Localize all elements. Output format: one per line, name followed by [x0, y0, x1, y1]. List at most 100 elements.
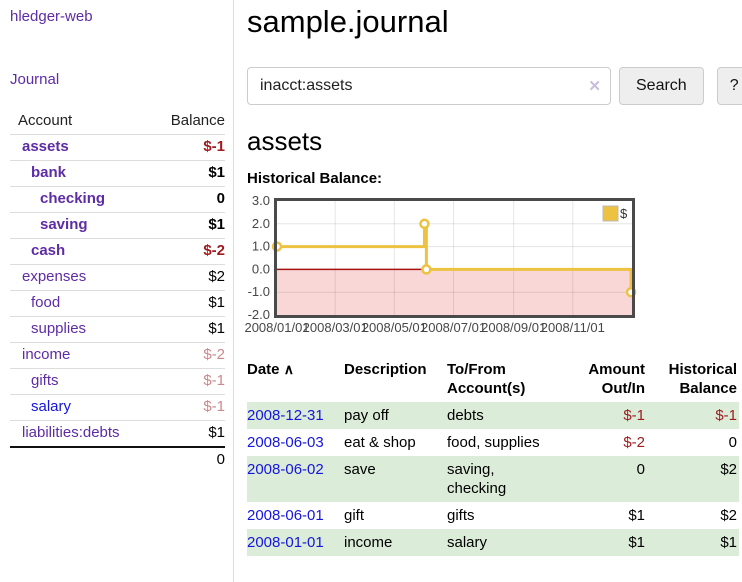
svg-text:2008/07/01: 2008/07/01 [421, 320, 486, 335]
help-button[interactable]: ? [716, 67, 742, 105]
register-balance-cell: $2 [720, 461, 737, 478]
svg-text:2008/05/01: 2008/05/01 [362, 320, 427, 335]
account-balance: $1 [153, 420, 225, 447]
account-balance: $-2 [153, 342, 225, 369]
register-header-row: Date ∧ Description To/From Account(s) Am… [247, 356, 739, 402]
register-date-cell: 2008-12-31 [247, 402, 344, 429]
register-balance-cell: 0 [728, 434, 737, 451]
account-row: gifts $-1 [10, 368, 225, 395]
account-row: expenses $2 [10, 264, 225, 291]
account-balance: $1 [153, 290, 225, 317]
register-row: 2008-01-01 income salary $1 $1 [247, 529, 739, 556]
sidebar: hledger-web Journal Account Balance asse… [0, 0, 234, 582]
svg-text:-2.0: -2.0 [248, 307, 270, 322]
sort-ascending-icon: ∧ [283, 361, 294, 377]
register-date-cell: 2008-06-01 [247, 502, 344, 529]
svg-text:$: $ [620, 206, 628, 221]
register-amount-cell: $-1 [623, 407, 645, 424]
account-row: liabilities:debts $1 [10, 420, 225, 447]
account-row: income $-2 [10, 342, 225, 369]
account-balance: $1 [153, 212, 225, 239]
account-balance: $-1 [153, 134, 225, 161]
sidebar-account-checking[interactable]: checking [40, 190, 106, 207]
account-balance: $-2 [153, 238, 225, 265]
register-accounts-cell: saving, checking [447, 461, 507, 497]
svg-text:3.0: 3.0 [252, 193, 270, 208]
register-amount-cell: $-2 [623, 434, 645, 451]
sidebar-account-liabilities-debts[interactable]: liabilities:debts [22, 424, 120, 441]
account-balance: $-1 [153, 394, 225, 421]
account-row: bank $1 [10, 160, 225, 187]
page-title: sample.journal [247, 4, 449, 39]
sidebar-item-journal[interactable]: Journal [10, 71, 60, 88]
account-balance: $2 [153, 264, 225, 291]
svg-text:2008/01/01: 2008/01/01 [244, 320, 309, 335]
svg-text:2008/11/01: 2008/11/01 [541, 320, 605, 335]
search-box: ✕ [247, 67, 611, 105]
svg-text:-1.0: -1.0 [248, 284, 270, 299]
account-name-cell: bank [10, 160, 154, 187]
accounts-total-spacer [10, 446, 154, 473]
register-header-amount: Amount Out/In [588, 361, 645, 397]
clear-search-icon[interactable]: ✕ [588, 78, 601, 95]
account-name-cell: expenses [10, 264, 154, 291]
brand-link[interactable]: hledger-web [10, 8, 93, 25]
register-description-cell: pay off [344, 407, 389, 424]
register-date-link[interactable]: 2008-06-01 [247, 507, 324, 524]
sidebar-account-gifts[interactable]: gifts [31, 372, 59, 389]
account-name-cell: gifts [10, 368, 154, 395]
register-header-date: Date ∧ [247, 356, 344, 402]
sidebar-account-income[interactable]: income [22, 346, 71, 363]
sidebar-account-food[interactable]: food [31, 294, 61, 311]
account-row: supplies $1 [10, 316, 225, 343]
account-balance: $-1 [153, 368, 225, 395]
svg-text:1.0: 1.0 [252, 239, 270, 254]
sidebar-account-saving[interactable]: saving [40, 216, 88, 233]
register-accounts-cell: salary [447, 534, 488, 551]
sort-by-date-link[interactable]: Date ∧ [247, 361, 294, 378]
account-name-cell: supplies [10, 316, 154, 343]
register-amount-cell: $1 [628, 507, 645, 524]
register-date-link[interactable]: 2008-06-02 [247, 461, 324, 478]
accounts-header-account: Account [10, 109, 154, 135]
register-balance-cell: $1 [720, 534, 737, 551]
account-row: cash $-2 [10, 238, 225, 265]
register-date-link[interactable]: 2008-12-31 [247, 407, 324, 424]
sidebar-account-supplies[interactable]: supplies [31, 320, 87, 337]
account-name-cell: saving [10, 212, 154, 239]
register-row: 2008-06-01 gift gifts $1 $2 [247, 502, 739, 529]
register-date-link[interactable]: 2008-06-03 [247, 434, 324, 451]
sidebar-account-cash[interactable]: cash [31, 242, 66, 259]
main-content: sample.journal ✕ Search ? assets Histori… [234, 0, 742, 582]
account-row: saving $1 [10, 212, 225, 239]
search-form: ✕ Search ? [247, 67, 742, 105]
search-button[interactable]: Search [619, 67, 704, 105]
register-amount-cell: $1 [628, 534, 645, 551]
register-row: 2008-06-02 save saving, checking 0 $2 [247, 456, 739, 502]
account-row: assets $-1 [10, 134, 225, 161]
sidebar-account-assets[interactable]: assets [22, 138, 69, 155]
sidebar-account-salary[interactable]: salary [31, 398, 72, 415]
search-input[interactable] [247, 67, 611, 105]
register-date-link[interactable]: 2008-01-01 [247, 534, 324, 551]
account-name-cell: liabilities:debts [10, 420, 154, 447]
account-heading: assets [247, 126, 323, 156]
sidebar-account-bank[interactable]: bank [31, 164, 67, 181]
account-balance: 0 [153, 186, 225, 213]
chart-title: Historical Balance: [247, 170, 383, 187]
register-accounts-cell: debts [447, 407, 484, 424]
balance-chart: $3.0 2.0 1.0 0.0 -1.0 -2.02008/01/012008/03/0… [244, 193, 637, 335]
accounts-header-balance: Balance [153, 109, 225, 135]
register-date-cell: 2008-06-03 [247, 429, 344, 456]
svg-text:2008/03/01: 2008/03/01 [303, 320, 368, 335]
account-balance: $1 [153, 160, 225, 187]
register-balance-cell: $2 [720, 507, 737, 524]
register-amount-cell: 0 [636, 461, 645, 478]
svg-text:0.0: 0.0 [252, 261, 270, 276]
account-name-cell: food [10, 290, 154, 317]
register-description-cell: income [344, 534, 393, 551]
accounts-total-balance: 0 [153, 446, 225, 473]
register-date-cell: 2008-06-02 [247, 456, 344, 502]
sidebar-account-expenses[interactable]: expenses [22, 268, 87, 285]
